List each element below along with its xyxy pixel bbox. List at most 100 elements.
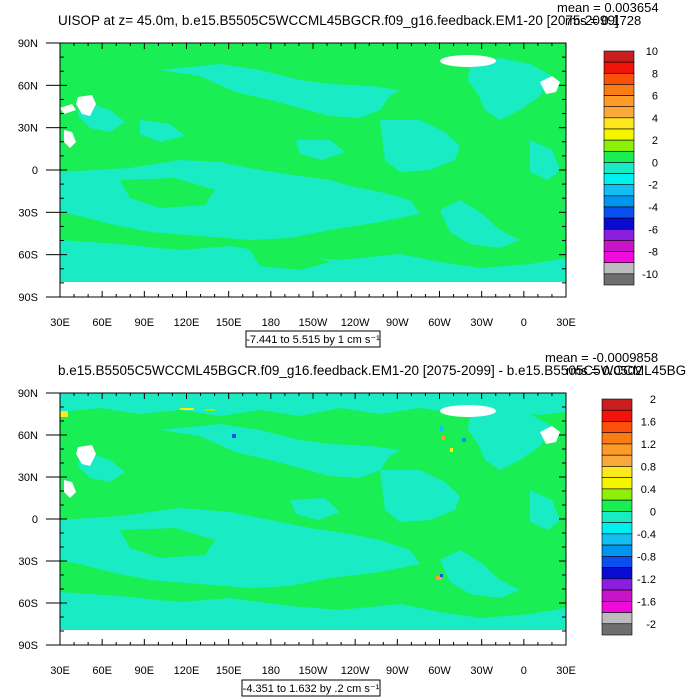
panel-1-colorbar-swatch [603, 195, 635, 208]
panel-2-colorbar-swatch [601, 533, 633, 546]
panel-2-y-tick-label: 0 [32, 514, 38, 526]
panel-1-x-tick-label: 30E [556, 317, 576, 329]
panel-1-colorbar-swatch [603, 117, 635, 130]
panel-1-x-tick-label: 0 [521, 317, 527, 329]
panel-1-rms: rms = 0.1728 [565, 13, 641, 28]
panel-2-x-tick-label: 60W [428, 665, 451, 677]
panel-2-colorbar-label: -2 [646, 619, 656, 631]
panel-1-colorbar-swatch [603, 228, 635, 241]
panel-2-colorbar-label: 0 [650, 506, 656, 518]
panel-1-x-tick-label: 150W [299, 317, 328, 329]
panel-2-colorbar-swatch [601, 443, 633, 456]
panel-2-x-tick-label: 30E [50, 665, 70, 677]
panel-2-y-tick-label: 30N [18, 472, 38, 484]
panel-2-colorbar-swatch [601, 612, 633, 625]
panel-2-land-mask-south [64, 480, 76, 498]
panel-1-land-mask-small [60, 104, 76, 114]
panel-2-axis-ticks: 30E 60E 90E 120E 150E 180 150W 120W 90W 60W 30W 0 30… [18, 388, 576, 677]
panel-2-y-tick-label: 90S [18, 640, 38, 652]
panel-2-y-tick-label: 30S [18, 556, 38, 568]
panel-2-colorbar-swatch [601, 600, 633, 613]
panel-1-colorbar-swatch [603, 50, 635, 63]
panel-2-colorbar-swatch [601, 477, 633, 490]
panel-2-colorbar-label: 0.4 [641, 484, 656, 496]
panel-1-x-tick-label: 120E [174, 317, 200, 329]
panel-2-x-tick-label: 180 [262, 665, 280, 677]
panel-1-mean: mean = 0.003654 [557, 0, 659, 15]
panel-1-colorbar-swatch [603, 206, 635, 219]
panel-2-anomaly-specks [60, 408, 466, 580]
panel-1-colorbar: 10 8 6 4 2 0 -2 -4 -6 -8 -10 [603, 46, 658, 286]
panel-2-colorbar-swatch [601, 488, 633, 501]
panel-2-colorbar: 2 1.6 1.2 0.8 0.4 0 -0.4 -0.8 -1.2 -1.6 -2 [601, 394, 656, 636]
panel-2-land-mask-west [76, 445, 96, 466]
panel-2-y-tick-label: 60N [18, 430, 38, 442]
panel-1-colorbar-label: 8 [652, 68, 658, 80]
panel-2: b.e15.B5505C5WCCML45BGCR.f09_g16.feedbac… [18, 350, 686, 697]
panel-1: UISOP at z= 45.0m, b.e15.B5505C5WCCML45B… [18, 0, 659, 348]
panel-2-colorbar-label: 0.8 [641, 461, 656, 473]
panel-2-title: b.e15.B5505C5WCCML45BGCR.f09_g16.feedbac… [58, 363, 686, 378]
panel-2-negative-patches [60, 393, 566, 630]
panel-2-reference-box [241, 679, 381, 697]
panel-1-y-tick-label: 60S [18, 250, 38, 262]
panel-1-colorbar-label: 4 [652, 113, 658, 125]
panel-2-colorbar-label: 1.6 [641, 416, 656, 428]
panel-2-colorbar-swatch [601, 511, 633, 523]
panel-2-colorbar-swatch [601, 398, 633, 411]
panel-1-axis-ticks: 30E 60E 90E 120E 150E 180 150W 120W 90W 60W 30W 0 30… [18, 38, 576, 329]
panel-1-colorbar-label: 6 [652, 91, 658, 103]
panel-1-y-tick-label: 90N [18, 38, 38, 50]
panel-1-colorbar-label: -4 [648, 202, 658, 214]
panel-2-reference-label: -4.351 to 1.632 by .2 cm s⁻¹ [243, 683, 380, 695]
panel-1-y-tick-label: 30N [18, 123, 38, 135]
panel-1-x-tick-label: 90W [386, 317, 409, 329]
panel-1-y-tick-label: 60N [18, 80, 38, 92]
panel-2-mean: mean = -0.0009858 [545, 350, 658, 365]
panel-1-y-tick-label: 30S [18, 207, 38, 219]
panel-1-x-tick-label: 60W [428, 317, 451, 329]
panel-2-colorbar-swatch [601, 522, 633, 535]
panel-1-colorbar-label: 2 [652, 135, 658, 147]
panel-1-x-tick-label: 60E [92, 317, 112, 329]
panel-1-title: UISOP at z= 45.0m, b.e15.B5505C5WCCML45B… [58, 13, 619, 28]
panel-2-x-tick-label: 120E [174, 665, 200, 677]
panel-1-colorbar-swatch [603, 173, 635, 186]
panel-2-colorbar-swatch [601, 499, 633, 512]
panel-2-x-tick-label: 150E [216, 665, 242, 677]
panel-2-colorbar-swatch [601, 409, 633, 422]
panel-1-colorbar-swatch [603, 240, 635, 252]
panel-2-land-mask-east [540, 426, 560, 444]
panel-2-colorbar-swatch [601, 421, 633, 434]
panel-1-colorbar-swatch [603, 72, 635, 85]
panel-1-map [60, 43, 566, 297]
panel-2-x-tick-label: 30E [556, 665, 576, 677]
panel-1-colorbar-swatch [603, 61, 635, 74]
panel-2-x-tick-label: 90E [135, 665, 155, 677]
panel-1-colorbar-label: 10 [646, 46, 658, 58]
panel-1-colorbar-label: -8 [648, 247, 658, 259]
panel-1-x-tick-label: 30E [50, 317, 70, 329]
panel-1-x-tick-label: 30W [470, 317, 493, 329]
panel-1-colorbar-swatch [603, 150, 635, 163]
panel-2-y-tick-label: 60S [18, 598, 38, 610]
panel-1-x-tick-label: 150E [216, 317, 242, 329]
panel-1-reference-box [245, 330, 381, 348]
panel-1-land-mask-west [76, 95, 96, 116]
panel-2-colorbar-swatch [601, 567, 633, 580]
panel-1-greenland-mask [440, 55, 496, 67]
panel-2-x-tick-label: 150W [299, 665, 328, 677]
panel-2-colorbar-label: -0.4 [637, 529, 656, 541]
panel-2-colorbar-swatch [601, 466, 633, 478]
panel-1-colorbar-swatch [603, 251, 635, 264]
panel-1-colorbar-swatch [603, 184, 635, 197]
panel-2-colorbar-swatch [601, 556, 633, 568]
panel-1-y-tick-label: 0 [32, 165, 38, 177]
panel-2-colorbar-swatch [601, 578, 633, 591]
panel-2-colorbar-label: -1.2 [637, 574, 656, 586]
panel-2-x-tick-label: 90W [386, 665, 409, 677]
panel-1-x-tick-label: 120W [341, 317, 370, 329]
panel-1-negative-patches [60, 58, 566, 282]
panel-2-colorbar-swatch [601, 454, 633, 467]
